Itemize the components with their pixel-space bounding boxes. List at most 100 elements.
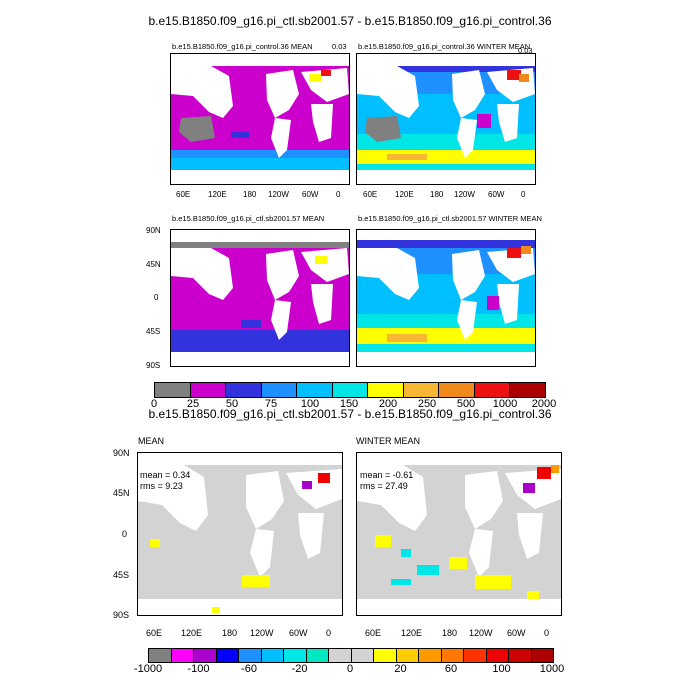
diff-lon-tick-0-2: 0 — [544, 628, 550, 638]
lon-tick-60w: 60W — [302, 190, 319, 199]
map-diff-mean — [138, 453, 342, 615]
colorbar-absolute-swatch-0 — [155, 383, 191, 397]
lon-tick-120w-2: 120W — [454, 190, 475, 199]
colorbar-absolute-label-8: 500 — [456, 398, 476, 410]
colorbar-absolute-swatch-5 — [332, 383, 369, 397]
lon-tick-180-2: 180 — [430, 190, 444, 199]
colorbar-difference-label-7: 100 — [492, 663, 511, 675]
diff-panel-2-title: WINTER MEAN — [356, 436, 420, 446]
colorbar-absolute-swatch-1 — [190, 383, 227, 397]
diff-lat-tick-90s: 90S — [113, 610, 130, 620]
map-panel-diff-winter — [356, 452, 562, 616]
panel-2-title: b.e15.B1850.f09_g16.pi_control.36 WINTER… — [358, 42, 531, 51]
diff-lon-tick-120e: 120E — [181, 628, 203, 638]
colorbar-difference-label-2: -60 — [241, 663, 257, 675]
diff-lon-tick-120e-2: 120E — [401, 628, 423, 638]
map-control-winter — [357, 54, 535, 184]
colorbar-absolute-swatch-7 — [403, 383, 440, 397]
diff-lon-tick-120w-2: 120W — [469, 628, 493, 638]
colorbar-difference-swatch-17 — [531, 649, 553, 662]
main-title: b.e15.B1850.f09_g16.pi_ctl.sb2001.57 - b… — [148, 14, 552, 28]
diff-lat-tick-90n: 90N — [113, 448, 130, 458]
colorbar-difference-swatch-9 — [351, 649, 374, 662]
colorbar-difference-label-5: 20 — [394, 663, 407, 675]
colorbar-difference-swatch-5 — [261, 649, 284, 662]
colorbar-difference-swatch-11 — [396, 649, 419, 662]
diff-lon-tick-120w: 120W — [250, 628, 274, 638]
colorbar-difference-swatch-6 — [284, 649, 307, 662]
colorbar-absolute-label-5: 150 — [339, 398, 359, 410]
colorbar-absolute-swatch-2 — [226, 383, 262, 397]
colorbar-difference-swatch-1 — [171, 649, 194, 662]
colorbar-difference-label-3: -20 — [291, 663, 308, 675]
diff-1-rms-stat: rms = 9.23 — [140, 481, 183, 491]
colorbar-absolute-label-6: 200 — [378, 398, 398, 410]
lon-tick-120w: 120W — [268, 190, 289, 199]
colorbar-difference-label-1: -100 — [187, 663, 210, 675]
colorbar-absolute-label-2: 50 — [225, 398, 239, 410]
colorbar-difference-swatch-10 — [374, 649, 397, 662]
lon-tick-60e: 60E — [176, 190, 191, 199]
map-panel-diff-mean — [137, 452, 343, 616]
colorbar-difference-swatch-15 — [486, 649, 509, 662]
colorbar-difference-swatch-4 — [239, 649, 262, 662]
colorbar-absolute-swatch-10 — [510, 383, 546, 397]
diff-lat-tick-45s: 45S — [113, 570, 130, 580]
diff-lon-tick-60w-2: 60W — [507, 628, 526, 638]
colorbar-difference-swatch-8 — [329, 649, 352, 662]
colorbar-difference-swatch-16 — [509, 649, 532, 662]
colorbar-difference-swatch-7 — [306, 649, 329, 662]
colorbar-absolute-swatch-6 — [368, 383, 404, 397]
diff-lon-tick-60e-2: 60E — [365, 628, 382, 638]
diff-2-mean-stat: mean = -0.61 — [360, 470, 414, 480]
colorbar-absolute-swatch-8 — [439, 383, 475, 397]
colorbar-difference-swatch-0 — [149, 649, 172, 662]
lon-tick-180: 180 — [243, 190, 257, 199]
diff-lat-tick-45n: 45N — [113, 488, 130, 498]
colorbar-difference-label-6: 60 — [444, 663, 458, 675]
panel-1-title: b.e15.B1850.f09_g16.pi_control.36 MEAN — [172, 42, 313, 51]
diff-lon-tick-180-2: 180 — [442, 628, 458, 638]
lat-tick-45s: 45S — [146, 327, 161, 336]
lat-tick-90n: 90N — [146, 226, 161, 235]
colorbar-absolute-label-0: 0 — [150, 398, 158, 410]
colorbar-difference-swatch-13 — [441, 649, 464, 662]
lon-tick-60w-2: 60W — [488, 190, 505, 199]
diff-lon-tick-60w: 60W — [289, 628, 308, 638]
lon-tick-120e-2: 120E — [395, 190, 414, 199]
map-sb-mean — [171, 230, 349, 366]
panel-2-corner-value: 0.03 — [518, 46, 533, 55]
colorbar-difference-label-8: 1000 — [539, 663, 565, 675]
diff-2-rms-stat: rms = 27.49 — [360, 481, 408, 491]
colorbar-difference-label-4: 0 — [346, 663, 354, 675]
panel-1-corner-value: 0.03 — [332, 42, 347, 51]
difference-title: b.e15.B1850.f09_g16.pi_ctl.sb2001.57 - b… — [148, 407, 552, 421]
lon-tick-0: 0 — [336, 190, 341, 199]
colorbar-difference-label-0: -1000 — [133, 663, 163, 675]
lon-tick-60e-2: 60E — [363, 190, 378, 199]
panel-4-title: b.e15.B1850.f09_g16.pi_ctl.sb2001.57 WIN… — [358, 214, 542, 223]
panel-3-title: b.e15.B1850.f09_g16.pi_ctl.sb2001.57 MEA… — [172, 214, 325, 223]
colorbar-difference — [148, 648, 554, 663]
colorbar-absolute-label-7: 250 — [417, 398, 437, 410]
lon-tick-120e: 120E — [208, 190, 227, 199]
map-diff-winter — [357, 453, 561, 615]
colorbar-absolute-label-3: 75 — [264, 398, 278, 410]
lat-tick-45n: 45N — [146, 260, 161, 269]
diff-lon-tick-0: 0 — [326, 628, 332, 638]
colorbar-absolute-swatch-9 — [474, 383, 511, 397]
colorbar-absolute-swatch-3 — [261, 383, 298, 397]
colorbar-absolute-swatch-4 — [297, 383, 333, 397]
lat-tick-0: 0 — [154, 293, 159, 302]
map-panel-control-mean — [170, 53, 350, 185]
colorbar-absolute-label-1: 25 — [186, 398, 200, 410]
colorbar-difference-swatch-2 — [194, 649, 217, 662]
diff-lon-tick-180: 180 — [222, 628, 238, 638]
map-panel-control-winter — [356, 53, 536, 185]
map-panel-sb-mean — [170, 229, 350, 367]
diff-lat-tick-0: 0 — [122, 529, 128, 539]
map-sb-winter — [357, 230, 535, 366]
colorbar-difference-swatch-14 — [464, 649, 487, 662]
lat-tick-90s: 90S — [146, 361, 161, 370]
colorbar-absolute — [154, 382, 546, 398]
